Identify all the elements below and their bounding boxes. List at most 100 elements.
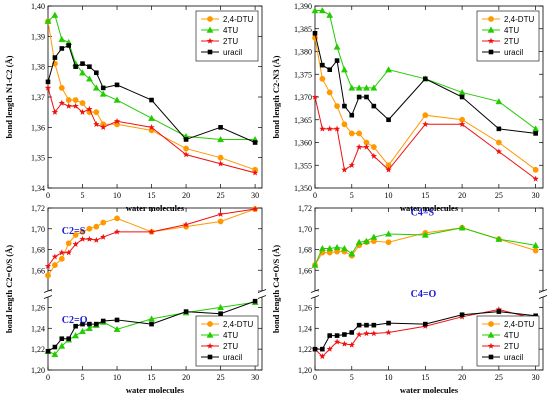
data-point — [113, 117, 121, 124]
data-point — [79, 327, 86, 335]
data-point — [495, 139, 502, 146]
data-point — [385, 230, 392, 237]
axis-break-gap — [312, 291, 318, 297]
data-point — [51, 253, 59, 260]
y-tick-label: 1,380 — [294, 48, 312, 57]
data-point — [93, 109, 100, 116]
x-tick-label: 0 — [46, 373, 50, 382]
y-tick-label: 1,350 — [294, 184, 312, 193]
data-point — [113, 325, 121, 333]
series-4TU — [311, 224, 540, 268]
axis-break-mark — [310, 289, 320, 293]
legend-marker — [487, 342, 495, 349]
data-point — [356, 322, 362, 328]
data-point — [58, 249, 65, 256]
data-point — [348, 161, 355, 168]
data-point — [363, 237, 370, 244]
data-point — [333, 243, 341, 251]
data-point — [114, 215, 120, 222]
data-point — [312, 346, 318, 352]
data-point — [59, 336, 65, 342]
axis-break-mark — [310, 295, 320, 299]
legend-marker — [488, 49, 494, 55]
x-tick-label: 10 — [113, 191, 121, 200]
data-point — [532, 247, 539, 254]
data-point — [319, 125, 326, 132]
series-uracil — [45, 298, 258, 354]
series-2,4-DTU — [45, 206, 258, 279]
data-point — [355, 143, 363, 150]
data-point — [340, 244, 348, 252]
legend-label: uracil — [223, 48, 242, 57]
data-point — [496, 309, 502, 314]
legend-marker — [488, 16, 494, 22]
x-tick-label: 25 — [217, 191, 225, 200]
data-point — [326, 125, 333, 132]
data-point — [73, 323, 78, 329]
data-point — [217, 154, 224, 161]
data-point — [533, 131, 538, 136]
data-point — [333, 125, 341, 132]
data-point — [58, 35, 66, 43]
data-point — [318, 7, 326, 14]
y-tick-label: 1,375 — [294, 70, 312, 79]
legend-label: 2,4-DTU — [223, 320, 253, 329]
data-point — [385, 329, 392, 336]
x-tick-label: 20 — [182, 191, 190, 200]
data-point — [364, 322, 369, 328]
y-tick-label: 1,20 — [298, 366, 312, 375]
legend-marker — [206, 331, 214, 338]
data-point — [85, 324, 93, 331]
x-axis-label: water molecules — [400, 385, 459, 395]
data-point — [51, 108, 59, 115]
y-tick-label: 1,36 — [31, 123, 45, 132]
data-point — [334, 58, 340, 63]
legend-marker — [207, 354, 213, 360]
data-point — [79, 108, 86, 115]
data-point — [333, 43, 341, 50]
y-tick-label: 1,24 — [298, 324, 312, 333]
data-point — [341, 121, 348, 128]
legend-label: uracil — [223, 353, 242, 362]
y-tick-label: 1,37 — [31, 93, 45, 102]
x-tick-label: 10 — [113, 373, 121, 382]
data-point — [356, 94, 362, 100]
data-point — [326, 11, 334, 18]
data-point — [100, 318, 106, 324]
legend-label: 2TU — [223, 342, 238, 351]
series-line — [315, 10, 536, 130]
data-point — [349, 330, 355, 335]
y-axis-label: bond length C2-N3 (Å) — [271, 55, 281, 138]
x-tick-label: 25 — [217, 373, 225, 382]
data-point — [333, 338, 341, 345]
x-tick-label: 5 — [350, 373, 354, 382]
legend-marker — [207, 49, 213, 55]
data-point — [52, 55, 58, 60]
data-point — [458, 121, 466, 127]
data-point — [182, 221, 190, 228]
x-tick-label: 0 — [313, 191, 317, 200]
legend-label: 2TU — [223, 37, 238, 46]
data-point — [386, 320, 391, 326]
data-point — [422, 121, 429, 127]
legend-marker — [488, 321, 494, 327]
data-point — [58, 342, 66, 349]
data-point — [45, 272, 51, 279]
data-point — [51, 11, 59, 18]
data-point — [93, 121, 100, 127]
data-point — [113, 228, 121, 235]
x-tick-label: 5 — [81, 373, 85, 382]
data-point — [385, 239, 392, 246]
data-point — [183, 145, 189, 152]
y-tick-label: 1,70 — [298, 225, 312, 234]
data-point — [86, 225, 93, 232]
x-tick-label: 20 — [458, 373, 466, 382]
data-point — [148, 124, 155, 130]
data-point — [319, 75, 326, 82]
data-point — [495, 148, 503, 155]
data-point — [363, 84, 370, 91]
series-2TU — [44, 84, 259, 176]
data-point — [79, 235, 86, 242]
annotation-label: C4=O — [411, 289, 437, 300]
data-point — [73, 64, 78, 69]
